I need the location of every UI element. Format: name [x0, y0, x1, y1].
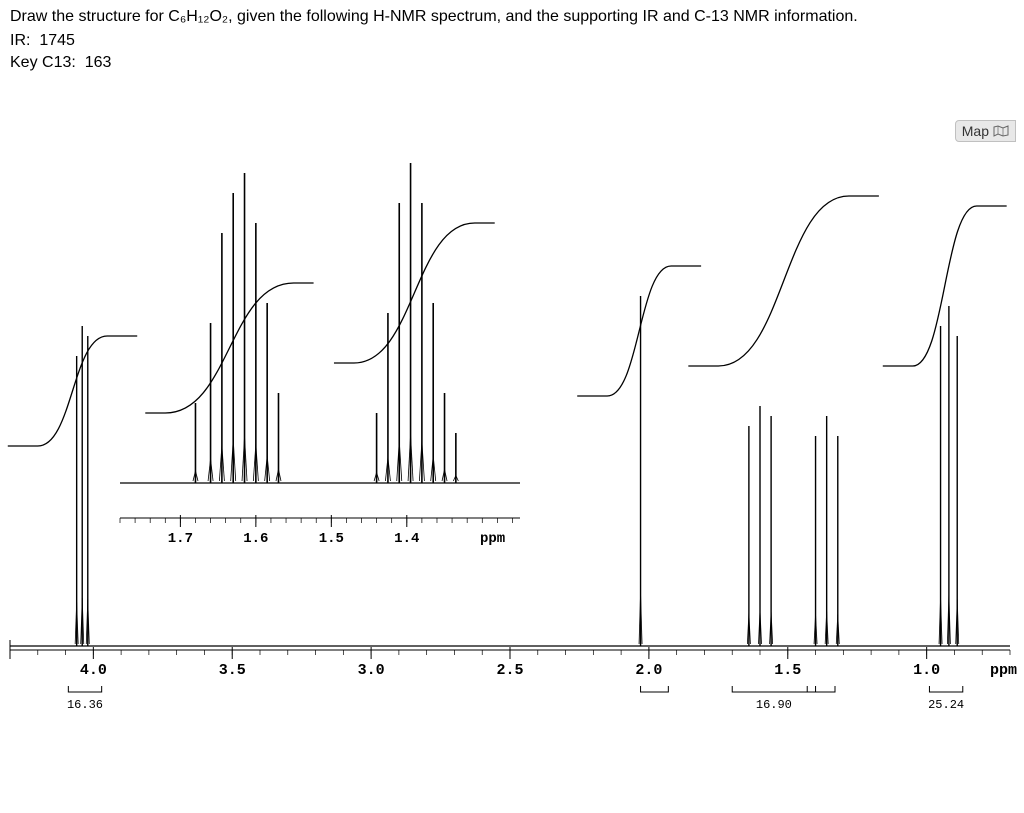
c13-value: 163: [85, 54, 112, 71]
ir-info: IR: 1745: [0, 30, 1024, 52]
svg-text:2.5: 2.5: [496, 662, 523, 679]
spectrum-svg: 4.0 3.5 3.0 2.5 2.0 1.5 1.0 ppm 16.36 16.90 25.24 1…: [0, 100, 1024, 800]
svg-text:1.6: 1.6: [243, 531, 268, 547]
question-text: Draw the structure for C₆H₁₂O₂, given th…: [0, 0, 1024, 30]
svg-text:2.0: 2.0: [635, 662, 662, 679]
svg-text:16.90: 16.90: [756, 698, 792, 712]
svg-text:ppm: ppm: [990, 662, 1017, 679]
svg-text:3.0: 3.0: [358, 662, 385, 679]
svg-text:25.24: 25.24: [928, 698, 964, 712]
ir-value: 1745: [39, 32, 75, 49]
svg-text:16.36: 16.36: [67, 698, 103, 712]
svg-text:1.4: 1.4: [394, 531, 419, 547]
c13-info: Key C13: 163: [0, 52, 1024, 74]
svg-text:1.5: 1.5: [774, 662, 801, 679]
svg-text:3.5: 3.5: [219, 662, 246, 679]
svg-text:1.5: 1.5: [319, 531, 344, 547]
ir-label: IR:: [10, 32, 30, 49]
c13-label: Key C13:: [10, 54, 76, 71]
nmr-spectrum: 4.0 3.5 3.0 2.5 2.0 1.5 1.0 ppm 16.36 16.90 25.24 1…: [0, 100, 1024, 800]
svg-text:1.7: 1.7: [168, 531, 193, 547]
svg-text:4.0: 4.0: [80, 662, 107, 679]
svg-text:1.0: 1.0: [913, 662, 940, 679]
svg-text:ppm: ppm: [480, 531, 505, 547]
